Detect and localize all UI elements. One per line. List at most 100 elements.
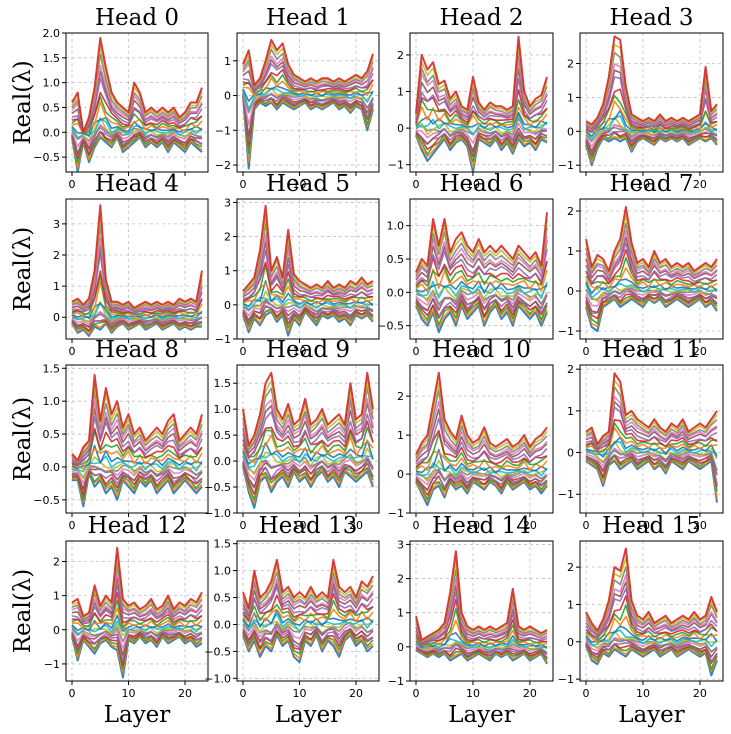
y-tick-label: 0.0 <box>214 618 232 631</box>
y-tick-label: 2 <box>567 58 574 71</box>
series-group <box>585 547 718 677</box>
series-line-19 <box>71 373 203 462</box>
panel-title: Head 13 <box>259 513 358 539</box>
x-tick-label: 10 <box>466 178 480 191</box>
series-line-15 <box>242 240 374 298</box>
series-line-19 <box>585 35 718 126</box>
series-line-2 <box>585 132 718 160</box>
y-tick-label: 2 <box>567 363 574 376</box>
axes-frame <box>409 364 554 514</box>
series-line-14 <box>242 63 374 93</box>
series-line-17 <box>415 226 548 277</box>
y-tick-label: 0 <box>53 624 60 637</box>
axes-frame <box>409 540 554 682</box>
series-line-14 <box>415 77 548 122</box>
series-line-0 <box>242 634 374 664</box>
axes-frame <box>236 540 380 682</box>
panel-title: Head 4 <box>95 171 179 197</box>
x-tick-label: 10 <box>293 687 307 700</box>
series-line-2 <box>242 630 374 655</box>
series-line-16 <box>242 397 374 452</box>
series-line-10 <box>71 614 203 632</box>
series-line-19 <box>585 372 718 446</box>
x-tick-label: 0 <box>583 687 590 700</box>
series-line-18 <box>415 219 548 275</box>
y-tick-label: 3 <box>397 538 404 551</box>
x-tick-label: 10 <box>122 687 136 700</box>
series-line-16 <box>242 233 374 296</box>
series-line-5 <box>415 127 548 152</box>
y-tick-label: 0.0 <box>214 455 232 468</box>
series-line-12 <box>242 426 374 458</box>
panel-title: Head 3 <box>609 5 693 31</box>
axes-frame <box>65 198 209 340</box>
series-line-17 <box>415 569 548 643</box>
series-line-16 <box>585 574 718 636</box>
x-tick-label: 0 <box>69 178 76 191</box>
series-line-16 <box>585 63 718 128</box>
series-line-14 <box>71 584 203 625</box>
series-line-15 <box>585 69 718 130</box>
series-line-5 <box>585 447 718 476</box>
y-tick-label: 1.5 <box>43 362 61 375</box>
panel-head-9: −1.0 −0.5 0.0 0.5 1.0 1.5 0 10 20 Head 9 <box>204 337 380 532</box>
series-line-3 <box>415 132 548 158</box>
x-tick-label: 20 <box>523 687 537 700</box>
series-line-11 <box>585 615 718 644</box>
y-tick-label: −2 <box>215 159 231 172</box>
series-line-15 <box>585 581 718 637</box>
panel-title: Head 11 <box>602 337 701 363</box>
x-tick-label: 10 <box>293 345 307 358</box>
series-line-5 <box>415 641 548 655</box>
series-line-15 <box>415 67 548 120</box>
series-line-5 <box>242 300 374 321</box>
x-tick-label: 10 <box>636 345 650 358</box>
panel-head-4: 0 1 2 3 0 Head 4 <box>53 171 209 358</box>
y-tick-label: 1 <box>567 245 574 258</box>
series-line-0 <box>415 135 548 172</box>
y-tick-label: 0.5 <box>214 429 232 442</box>
x-tick-label: 0 <box>413 519 420 532</box>
y-tick-label: −0.5 <box>33 151 60 164</box>
series-line-18 <box>242 564 374 612</box>
panel-title: Head 14 <box>432 513 531 539</box>
series-line-19 <box>585 206 718 272</box>
series-line-18 <box>415 43 548 115</box>
panel-title: Head 8 <box>95 337 179 363</box>
series-line-0 <box>72 472 203 508</box>
series-line-0 <box>585 137 718 167</box>
y-tick-label: 0.0 <box>43 461 61 474</box>
x-tick-label: 0 <box>69 687 76 700</box>
y-tick-label: 0.5 <box>43 101 61 114</box>
series-line-1 <box>71 634 203 674</box>
series-line-16 <box>415 236 548 279</box>
y-axis-label-row-0: Real(λ) <box>10 60 36 145</box>
y-tick-label: 2 <box>397 573 404 586</box>
y-tick-label: 2 <box>53 249 60 262</box>
x-tick-label: 10 <box>636 519 650 532</box>
y-tick-label: −1 <box>558 673 574 686</box>
series-group <box>585 35 718 167</box>
series-line-11 <box>415 106 548 128</box>
y-tick-label: 2 <box>224 231 231 244</box>
series-line-0 <box>585 645 718 677</box>
series-line-5 <box>71 468 203 490</box>
series-line-16 <box>585 230 718 279</box>
x-tick-label: 0 <box>240 178 247 191</box>
panel-title: Head 6 <box>439 171 523 197</box>
axes-frame <box>65 540 209 682</box>
axes-frame <box>65 364 209 514</box>
series-line-1 <box>242 464 374 504</box>
y-tick-label: 1 <box>397 429 404 442</box>
series-line-2 <box>585 643 718 670</box>
series-line-5 <box>242 458 374 488</box>
series-line-14 <box>585 76 718 133</box>
series-line-15 <box>415 408 548 463</box>
y-tick-label: 0 <box>397 468 404 481</box>
series-line-10 <box>71 444 203 470</box>
x-tick-label: 0 <box>240 519 247 532</box>
